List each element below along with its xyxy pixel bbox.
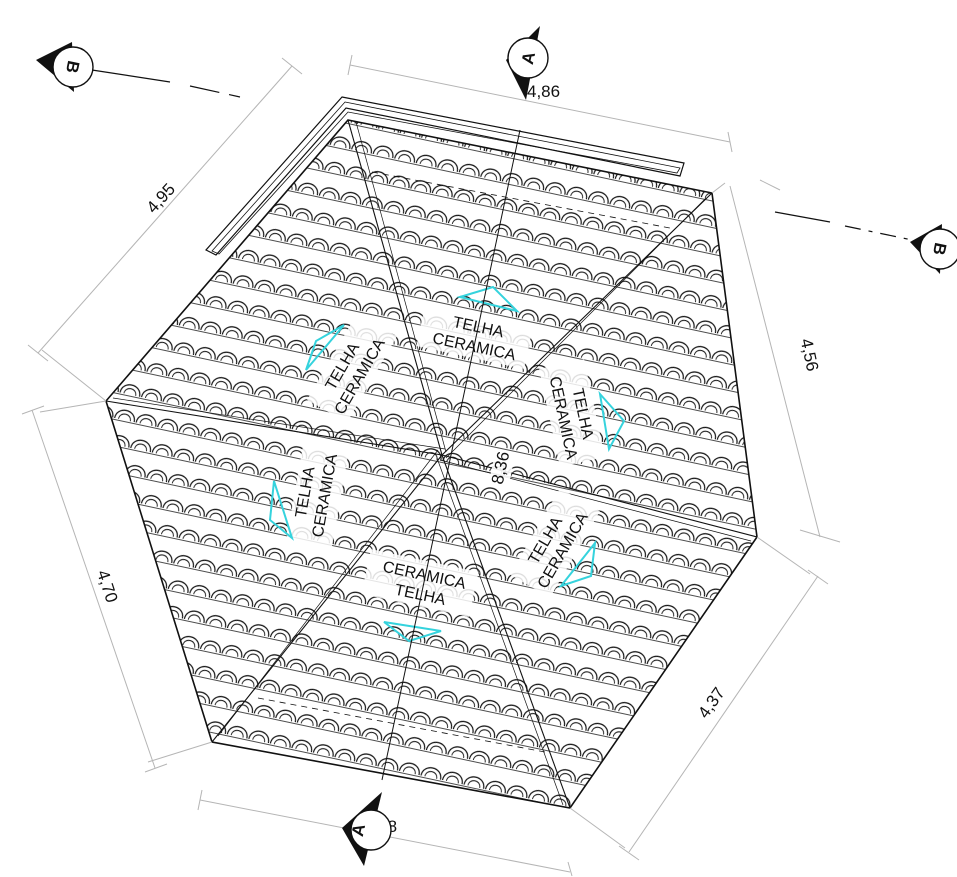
dimension-lower-right: 4,37 [694, 684, 729, 722]
section-marker-b-right-label: B [929, 241, 950, 257]
section-marker-b-left-label: B [62, 59, 83, 75]
roof-label-backings [286, 301, 605, 617]
section-marker-a-top-label: A [518, 50, 539, 66]
eave-gutter-inner [211, 101, 681, 255]
roof-surface [105, 119, 758, 809]
slope-arrow-northwest [305, 324, 345, 371]
slope-arrow-north [456, 285, 521, 313]
dimension-upper-left: 4,95 [143, 180, 179, 217]
dimension-upper-right: 4,56 [797, 337, 822, 373]
slope-arrows [268, 285, 626, 643]
section-marker-a-top: A [506, 26, 549, 100]
slope-arrow-south [383, 621, 442, 643]
section-marker-b-left: B [36, 42, 94, 92]
section-marker-a-bottom-label: A [348, 822, 369, 838]
dimension-lines [21, 54, 841, 877]
slope-arrow-west [268, 480, 294, 541]
eave-gutter [205, 96, 685, 256]
section-marker-b-right: B [910, 224, 957, 274]
dimension-top: 4,86 [527, 82, 560, 101]
center-dimension-line [381, 129, 521, 781]
slope-arrow-southeast [558, 539, 597, 589]
section-marker-a-bottom: A [342, 792, 392, 866]
slope-arrow-east [598, 390, 626, 453]
section-line-b [91, 69, 913, 241]
